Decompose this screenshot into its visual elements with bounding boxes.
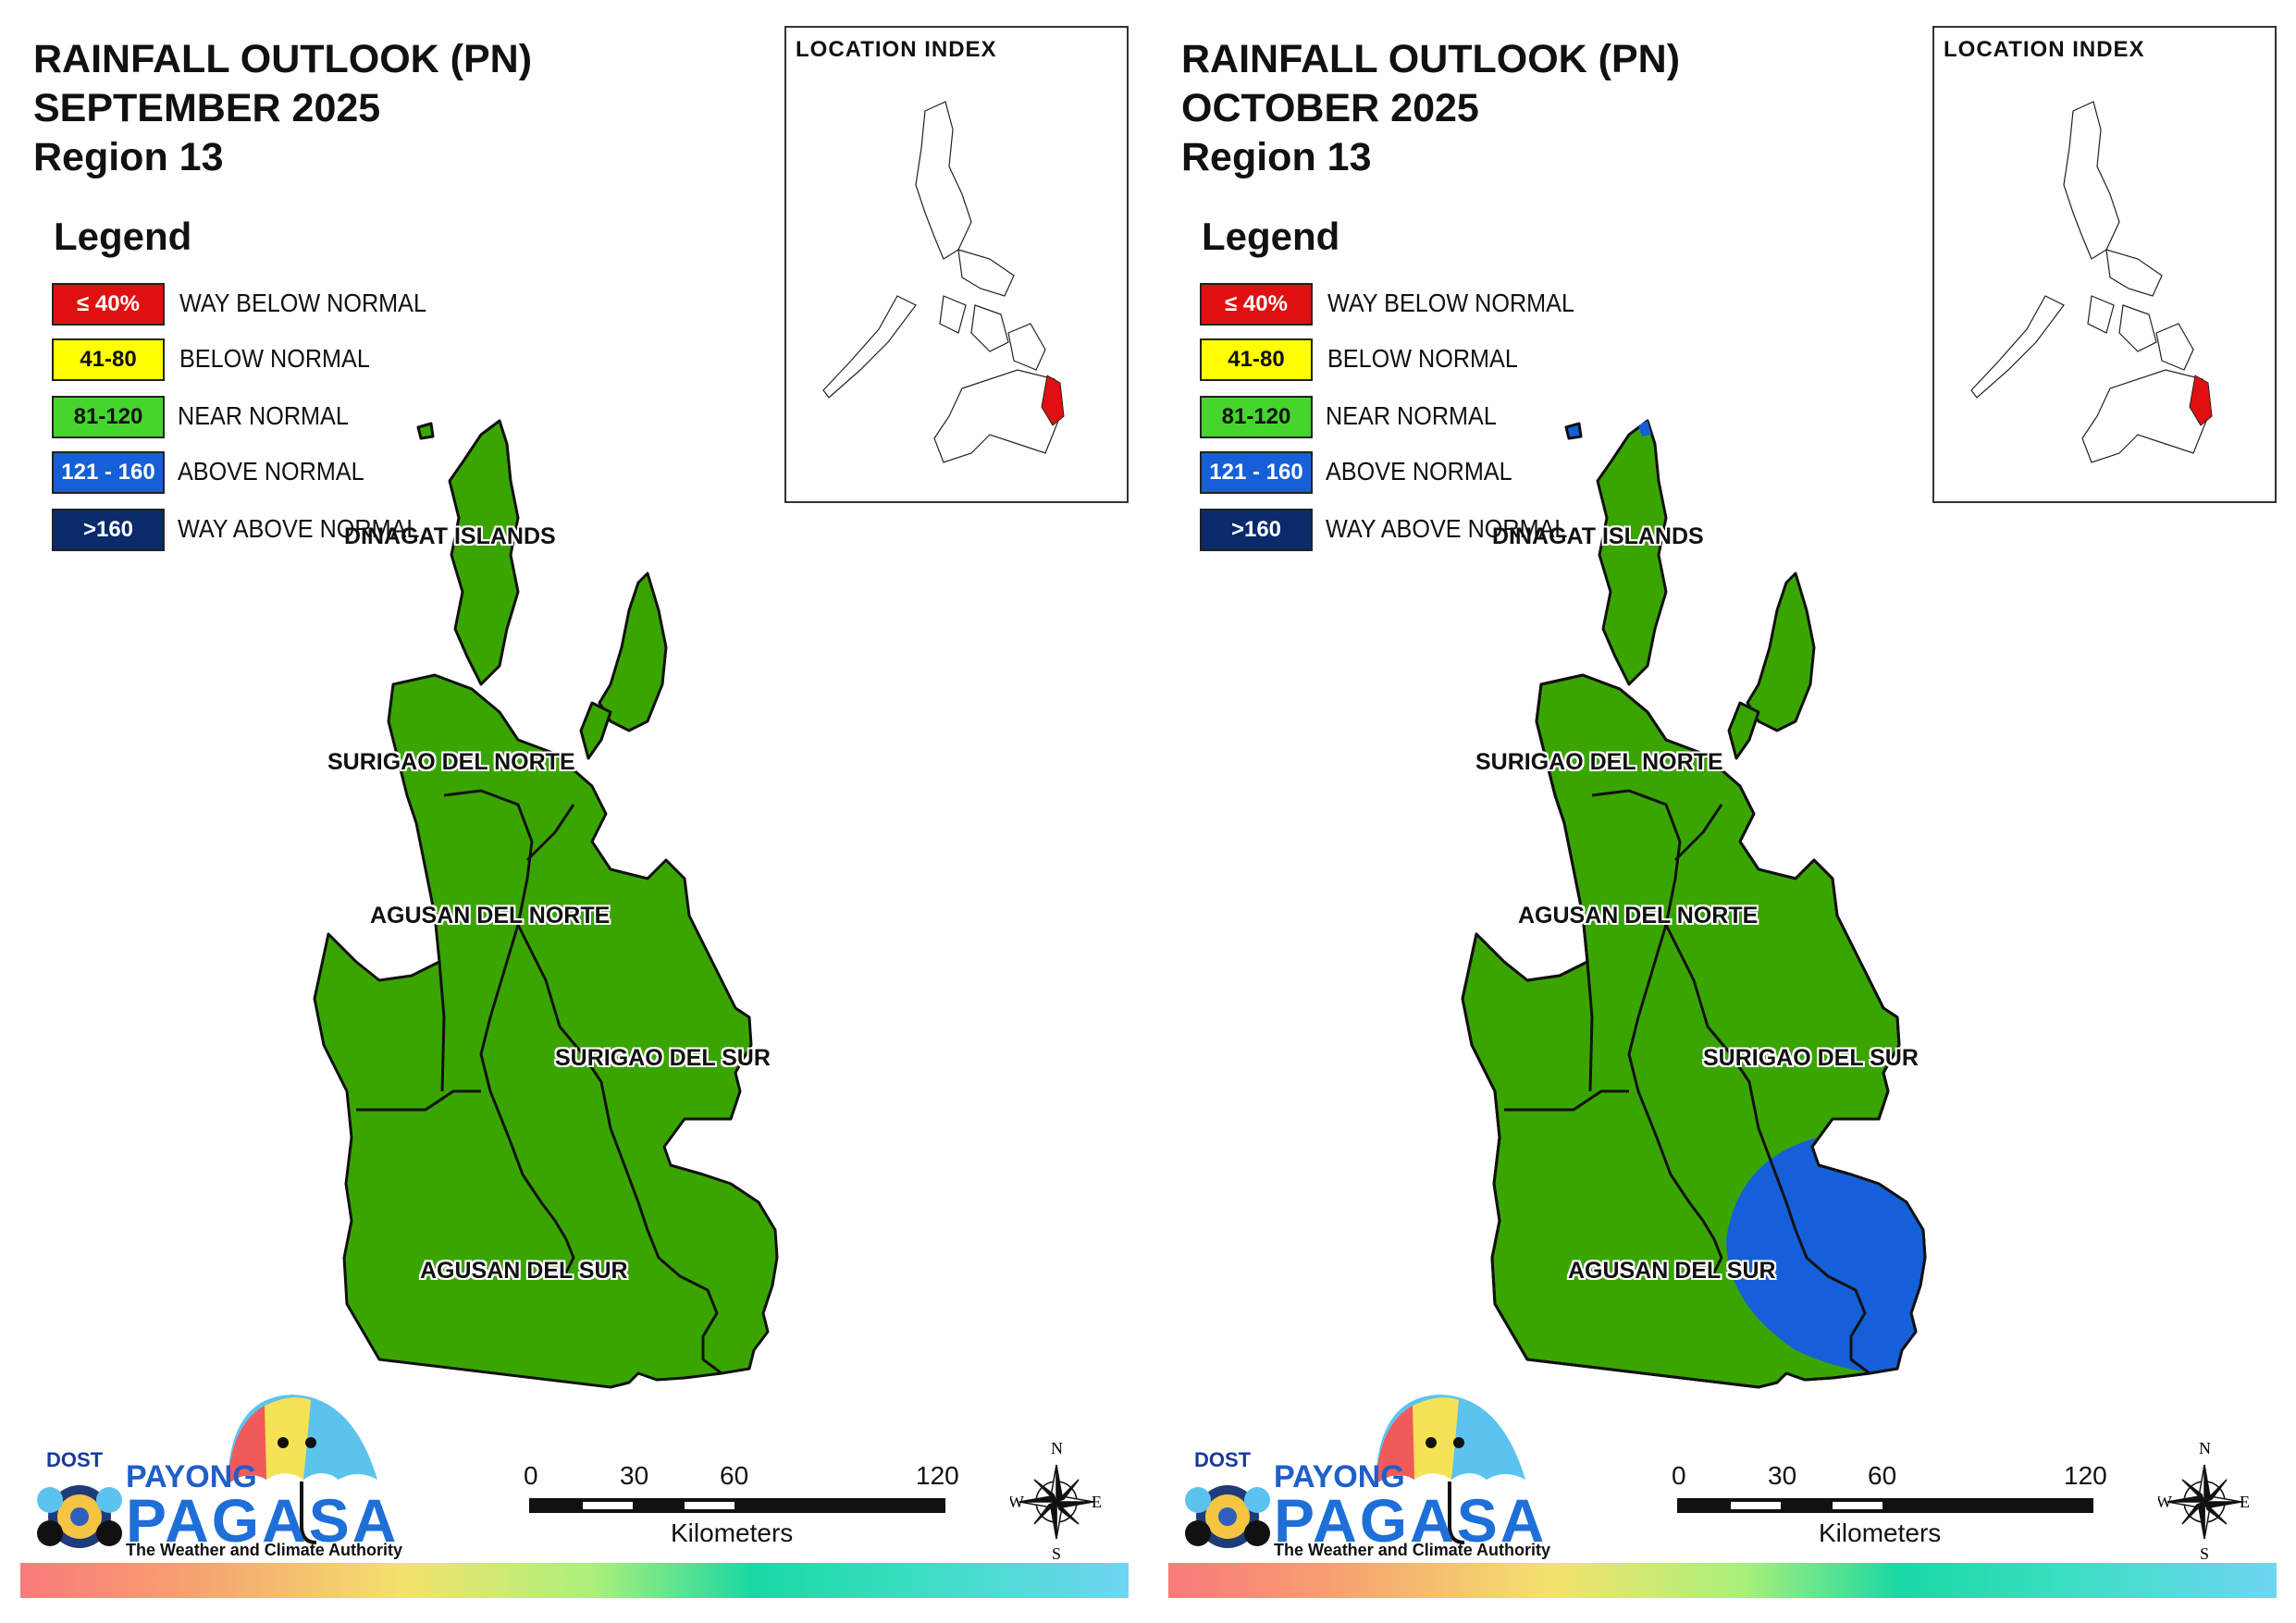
scale-tick: 0: [524, 1461, 538, 1490]
title-line-2: OCTOBER 2025: [1181, 86, 1479, 130]
scale-tick: 60: [720, 1461, 749, 1490]
legend-swatch: >160: [52, 509, 165, 551]
legend-swatch: ≤ 40%: [52, 283, 165, 326]
region-map: [1461, 419, 1927, 1389]
title-line-3: Region 13: [1181, 135, 1372, 179]
legend-label: ABOVE NORMAL: [1326, 457, 1512, 486]
location-index-inset: LOCATION INDEX: [1932, 26, 2277, 503]
legend-label: WAY ABOVE NORMAL: [178, 514, 420, 543]
payong-text: PAYONG: [1274, 1459, 1405, 1494]
legend-label: BELOW NORMAL: [179, 344, 370, 373]
label-agusan-del-sur: AGUSAN DEL SUR: [1568, 1258, 1776, 1284]
legend-label: ABOVE NORMAL: [178, 457, 364, 486]
title-line-2: SEPTEMBER 2025: [33, 86, 381, 130]
legend-label: WAY ABOVE NORMAL: [1326, 514, 1568, 543]
legend-swatch: 121 - 160: [1200, 451, 1313, 494]
panel-october: RAINFALL OUTLOOK (PN) OCTOBER 2025 Regio…: [1148, 0, 2296, 1623]
legend-label: WAY BELOW NORMAL: [1327, 289, 1574, 317]
legend-title: Legend: [54, 215, 192, 258]
compass-rose-icon: N S E W: [1008, 1439, 1103, 1563]
compass-s: S: [2200, 1544, 2209, 1561]
scale-tick: 60: [1868, 1461, 1897, 1490]
scale-tick: 120: [2064, 1461, 2107, 1490]
legend-label: NEAR NORMAL: [1326, 401, 1497, 430]
label-agusan-del-sur: AGUSAN DEL SUR: [420, 1258, 628, 1284]
compass-s: S: [1052, 1544, 1061, 1561]
label-surigao-del-sur: SURIGAO DEL SUR: [555, 1045, 771, 1071]
compass-n: N: [1051, 1441, 1063, 1457]
umbrella-icon: [37, 1395, 377, 1548]
legend-swatch: >160: [1200, 509, 1313, 551]
map-title: RAINFALL OUTLOOK (PN) SEPTEMBER 2025 Reg…: [33, 35, 532, 182]
legend-swatch: 121 - 160: [52, 451, 165, 494]
legend-title: Legend: [1202, 215, 1340, 258]
title-line-1: RAINFALL OUTLOOK (PN): [33, 37, 533, 81]
inset-title: LOCATION INDEX: [796, 37, 997, 62]
label-dinagat-islands: DINAGAT ISLANDS: [1492, 523, 1704, 549]
legend-label: NEAR NORMAL: [178, 401, 349, 430]
tagline: The Weather and Climate Authority: [1274, 1541, 1551, 1559]
pagasa-logo: DOST PAYONG PAGASA The Weather and Clima…: [33, 1387, 402, 1563]
legend-swatch: 81-120: [52, 396, 165, 438]
compass-e: E: [1092, 1493, 1102, 1511]
philippines-outline: [1970, 101, 2213, 463]
region-map: [313, 419, 779, 1389]
compass-rose-icon: N S E W: [2156, 1439, 2251, 1563]
dost-text: DOST: [1194, 1448, 1252, 1471]
legend-swatch: 41-80: [52, 338, 165, 381]
scale-tick: 30: [1768, 1461, 1797, 1490]
scale-bar: 0 30 60 120 Kilometers: [524, 1461, 959, 1554]
legend-label: WAY BELOW NORMAL: [179, 289, 426, 317]
legend-swatch: 81-120: [1200, 396, 1313, 438]
map-title: RAINFALL OUTLOOK (PN) OCTOBER 2025 Regio…: [1181, 35, 1680, 182]
scale-bar-graphic: [529, 1498, 945, 1513]
scale-bar: 0 30 60 120 Kilometers: [1672, 1461, 2107, 1554]
label-dinagat-islands: DINAGAT ISLANDS: [344, 523, 556, 549]
scale-tick: 0: [1672, 1461, 1686, 1490]
footer-gradient-bar: [20, 1563, 1129, 1598]
pagasa-logo: DOST PAYONG PAGASA The Weather and Clima…: [1181, 1387, 1550, 1563]
scale-unit: Kilometers: [671, 1518, 794, 1547]
title-line-1: RAINFALL OUTLOOK (PN): [1181, 37, 1681, 81]
label-surigao-del-sur: SURIGAO DEL SUR: [1703, 1045, 1919, 1071]
scale-bar-graphic: [1677, 1498, 2093, 1513]
compass-w: W: [2158, 1493, 2172, 1511]
payong-text: PAYONG: [126, 1459, 257, 1494]
umbrella-icon: [1185, 1395, 1525, 1548]
pagasa-text: PAGASA: [1274, 1486, 1548, 1555]
title-line-3: Region 13: [33, 135, 224, 179]
compass-e: E: [2240, 1493, 2250, 1511]
label-agusan-del-norte: AGUSAN DEL NORTE: [370, 903, 611, 928]
panel-september: RAINFALL OUTLOOK (PN) SEPTEMBER 2025 Reg…: [20, 26, 1129, 1598]
pagasa-text: PAGASA: [126, 1486, 400, 1555]
legend-swatch: 41-80: [1200, 338, 1313, 381]
scale-tick: 30: [620, 1461, 649, 1490]
label-surigao-del-norte: SURIGAO DEL NORTE: [327, 749, 575, 775]
legend-swatch: ≤ 40%: [1200, 283, 1313, 326]
dost-text: DOST: [46, 1448, 104, 1471]
location-index-inset: LOCATION INDEX: [784, 26, 1129, 503]
compass-n: N: [2199, 1441, 2211, 1457]
compass-w: W: [1010, 1493, 1024, 1511]
footer-gradient-bar: [1168, 1563, 2277, 1598]
scale-unit: Kilometers: [1819, 1518, 1942, 1547]
legend-label: BELOW NORMAL: [1327, 344, 1518, 373]
inset-title: LOCATION INDEX: [1944, 37, 2145, 62]
label-agusan-del-norte: AGUSAN DEL NORTE: [1518, 903, 1759, 928]
philippines-outline: [822, 101, 1065, 463]
tagline: The Weather and Climate Authority: [126, 1541, 403, 1559]
label-surigao-del-norte: SURIGAO DEL NORTE: [1475, 749, 1723, 775]
scale-tick: 120: [916, 1461, 959, 1490]
